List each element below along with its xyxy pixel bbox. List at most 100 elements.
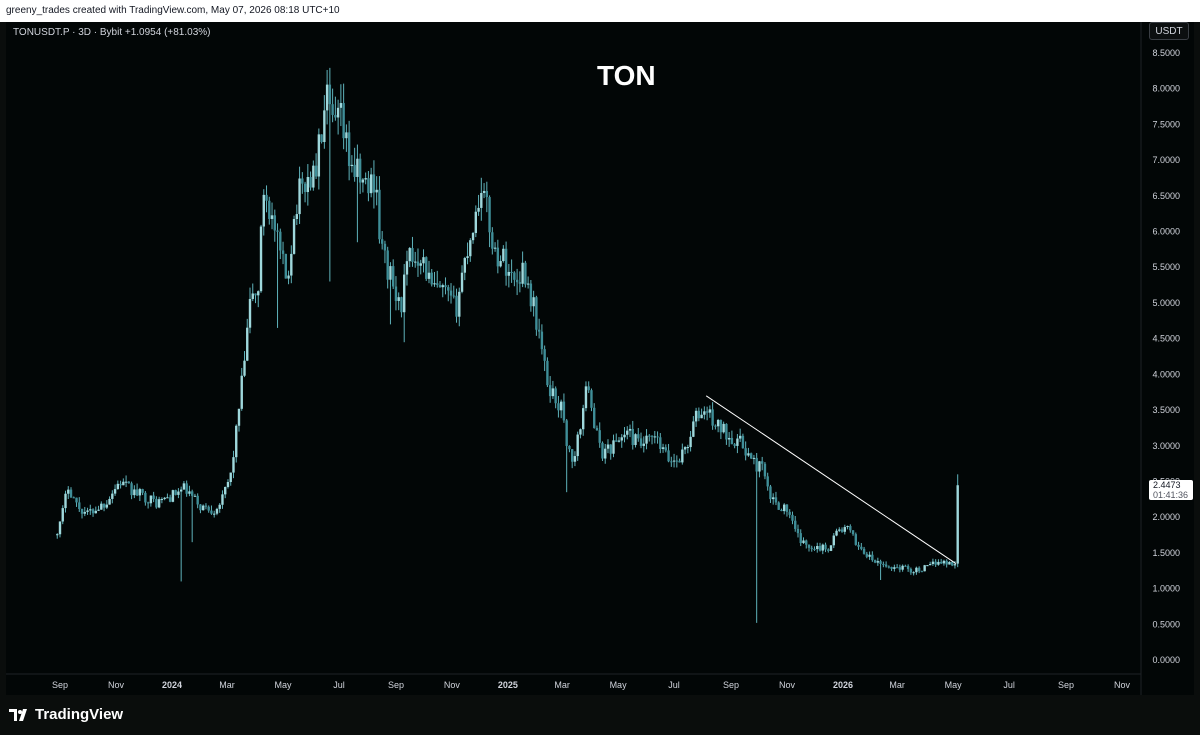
tradingview-logo-text: TradingView (35, 706, 124, 723)
candle-body (105, 504, 109, 508)
candle-body (777, 502, 780, 510)
y-tick-label: 8.5000 (1152, 48, 1180, 58)
candle-body (849, 526, 852, 531)
candle-body (948, 561, 951, 565)
candle-body (939, 561, 943, 564)
candle-body (543, 349, 546, 361)
candle-body (664, 447, 668, 451)
candle-body (799, 533, 802, 544)
candle-body (915, 567, 918, 573)
candle-body (882, 563, 885, 565)
candle-body (323, 110, 326, 143)
candle-body (741, 435, 745, 449)
x-tick-label: Jul (668, 680, 680, 690)
candle-body (920, 571, 924, 573)
candle-body (835, 530, 838, 536)
candle-body (871, 554, 874, 561)
currency-button[interactable]: USDT (1149, 22, 1189, 40)
candle-body (262, 194, 265, 227)
candle-body (606, 444, 610, 449)
candle-body (358, 158, 362, 183)
candle-body (772, 497, 775, 500)
candle-body (391, 266, 395, 287)
candle-body (455, 295, 458, 317)
y-tick-label: 7.5000 (1152, 119, 1180, 129)
candle-body (389, 266, 392, 280)
candle-body (642, 443, 645, 446)
candle-body (469, 240, 472, 257)
candle-body (780, 509, 783, 512)
chart-area[interactable]: 0.00000.50001.00001.50002.00002.50003.00… (6, 22, 1194, 695)
candle-body (427, 272, 431, 279)
candle-body (493, 247, 497, 249)
candle-body (113, 489, 117, 494)
candle-body (386, 250, 389, 280)
candle-body (620, 437, 623, 441)
y-tick-label: 5.0000 (1152, 298, 1180, 308)
y-tick-label: 3.5000 (1152, 405, 1180, 415)
candle-body (380, 239, 384, 244)
candle-body (160, 499, 164, 501)
y-tick-label: 4.0000 (1152, 369, 1180, 379)
candle-body (265, 194, 268, 201)
y-tick-label: 1.0000 (1152, 584, 1180, 594)
candle-body (766, 476, 769, 487)
candle-body (722, 423, 725, 433)
candle-body (210, 510, 213, 514)
candle-body (873, 560, 877, 563)
x-tick-label: Mar (554, 680, 570, 690)
candle-body (394, 286, 398, 301)
x-tick-label: Jul (333, 680, 345, 690)
x-tick-label: May (610, 680, 628, 690)
candle-body (127, 481, 131, 484)
candle-body (568, 445, 571, 450)
candle-body (279, 231, 282, 251)
candle-body (339, 103, 343, 108)
candle-body (460, 272, 464, 292)
candle-body (805, 540, 808, 545)
candle-body (477, 207, 480, 212)
price-chart[interactable]: 0.00000.50001.00001.50002.00002.50003.00… (6, 22, 1194, 695)
candle-body (956, 485, 959, 564)
y-tick-label: 1.5000 (1152, 548, 1180, 558)
x-tick-label: Mar (889, 680, 905, 690)
candle-body (755, 457, 758, 472)
candle-body (430, 272, 433, 285)
chart-title: TON (597, 60, 656, 91)
candle-body (794, 520, 797, 529)
candle-body (661, 447, 665, 449)
candle-body (331, 104, 334, 115)
candle-body (149, 495, 153, 504)
candle-body (639, 438, 643, 446)
candle-body (290, 253, 293, 276)
candle-body (287, 275, 290, 279)
candle-body (535, 297, 538, 330)
symbol-legend[interactable]: TONUSDT.P · 3D · Bybit +1.0954 (+81.03%) (13, 27, 211, 38)
candle-body (248, 298, 252, 328)
candle-body (295, 214, 299, 220)
candle-body (276, 230, 279, 232)
candle-body (507, 271, 511, 276)
tradingview-logo[interactable]: TradingView (9, 706, 123, 723)
candle-body (711, 409, 714, 426)
candle-body (846, 526, 849, 528)
candle-body (760, 461, 764, 464)
candle-body (953, 564, 957, 566)
candle-body (686, 447, 690, 449)
candle-body (491, 232, 494, 249)
candle-body (224, 486, 227, 495)
candle-body (135, 489, 139, 496)
candle-body (91, 509, 95, 514)
candle-body (425, 257, 428, 279)
candle-body (403, 274, 406, 313)
x-tick-label: Nov (779, 680, 796, 690)
candle-body (350, 164, 354, 167)
candle-body (879, 561, 882, 564)
candle-body (309, 177, 312, 188)
candle-body (623, 434, 626, 438)
candle-body (328, 84, 332, 105)
candle-body (565, 420, 568, 446)
candle-body (783, 504, 786, 512)
candle-body (405, 261, 409, 275)
x-tick-label: Sep (1058, 680, 1074, 690)
